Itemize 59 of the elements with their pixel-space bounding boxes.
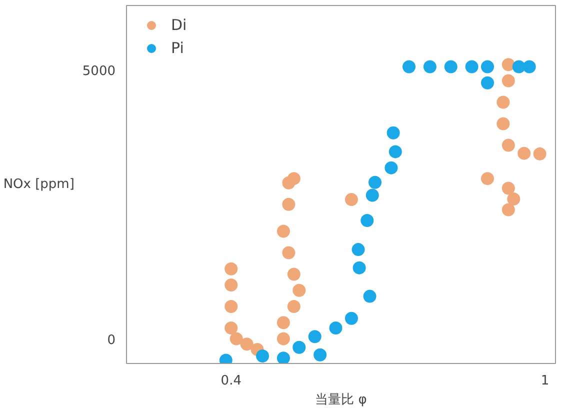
point (368, 176, 382, 189)
point (276, 316, 290, 330)
y-tick-label: 5000 (82, 64, 116, 80)
point (352, 243, 365, 256)
point (502, 138, 515, 152)
point (465, 60, 478, 74)
point (240, 338, 254, 351)
point (423, 60, 436, 74)
point (384, 161, 398, 174)
point (314, 348, 327, 362)
x-tick-label: 0.4 (220, 374, 242, 388)
y-axis-title: NOx [ppm] (3, 177, 74, 192)
point (502, 203, 515, 216)
point (276, 332, 290, 346)
point (480, 172, 494, 186)
x-axis-title: 当量比 φ (315, 392, 367, 408)
point (292, 340, 306, 354)
point (352, 261, 366, 274)
point (224, 262, 238, 276)
point (496, 117, 510, 130)
point (444, 60, 458, 74)
point (256, 349, 270, 362)
point (308, 330, 322, 344)
y-tick-label: 0 (107, 332, 116, 348)
point (287, 172, 300, 186)
point (276, 224, 290, 238)
point (388, 145, 402, 158)
point (224, 300, 238, 314)
point (287, 268, 300, 281)
point (282, 198, 296, 211)
point (496, 96, 510, 109)
point (502, 182, 515, 195)
point (287, 300, 300, 314)
point (344, 312, 358, 325)
point (386, 126, 400, 140)
point (502, 58, 515, 72)
point (224, 322, 238, 335)
point (507, 192, 520, 206)
x-tick-label: 1 (540, 374, 550, 388)
point (360, 214, 374, 228)
legend-label: Pi (171, 39, 185, 57)
point (522, 60, 536, 74)
point (512, 60, 526, 74)
point (276, 352, 290, 364)
point (480, 60, 494, 74)
point (363, 290, 376, 303)
point (282, 246, 296, 260)
point (518, 146, 531, 160)
point (366, 188, 379, 202)
point (329, 322, 342, 335)
point (344, 193, 358, 206)
point (533, 147, 546, 160)
point (480, 76, 494, 90)
point (292, 284, 306, 297)
point (224, 278, 238, 292)
point (502, 74, 515, 88)
legend-label: Di (171, 16, 188, 34)
point (230, 332, 243, 346)
point (402, 60, 416, 74)
